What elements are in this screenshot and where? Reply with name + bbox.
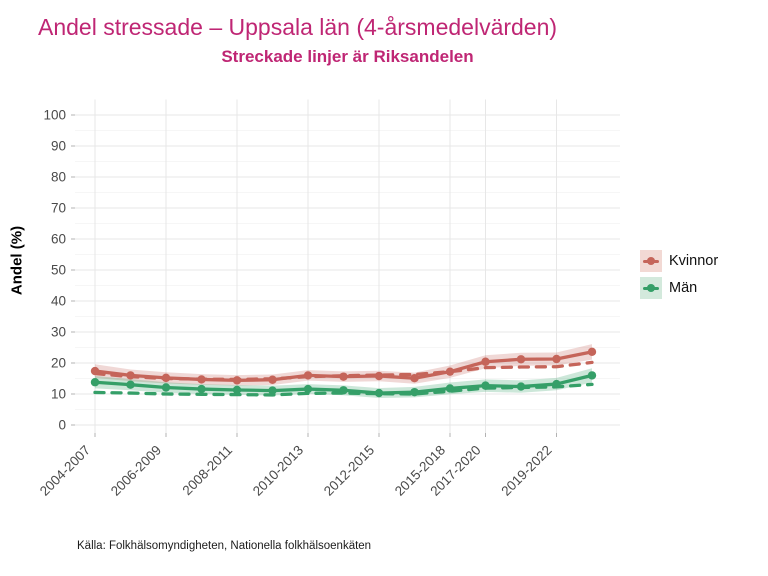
y-tick-label: 20 (51, 356, 66, 371)
y-tick-label: 80 (51, 170, 66, 185)
x-tick-label: 2006-2009 (108, 443, 164, 499)
confidence-band (95, 344, 592, 386)
man-key-dot (647, 284, 655, 292)
legend-label-man: Män (669, 280, 698, 296)
x-tick-label: 2010-2013 (250, 443, 306, 499)
data-point (552, 379, 561, 389)
data-point (481, 381, 490, 390)
data-point (481, 357, 490, 366)
y-tick-label: 100 (43, 108, 66, 123)
data-point (232, 376, 242, 385)
x-tick-label: 2004-2007 (37, 443, 93, 499)
y-tick-label: 90 (51, 139, 66, 154)
data-point (445, 367, 455, 376)
data-point (339, 386, 348, 395)
data-point (303, 371, 313, 380)
legend-item-man: Män (640, 277, 718, 299)
data-point (374, 388, 384, 398)
data-point (410, 387, 419, 397)
y-tick-label: 50 (51, 263, 66, 278)
data-point (126, 371, 135, 380)
data-point (516, 355, 526, 364)
x-tick-label: 2019-2022 (498, 443, 554, 499)
y-tick-label: 70 (51, 201, 66, 216)
data-point (232, 385, 242, 395)
y-tick-label: 10 (51, 387, 66, 402)
data-point (268, 375, 277, 384)
national-dashed-line (93, 360, 594, 382)
y-tick-label: 30 (51, 325, 66, 340)
data-point (410, 373, 419, 383)
data-point (587, 347, 597, 357)
x-tick-label: 2008-2011 (180, 443, 236, 499)
data-point (161, 383, 171, 392)
data-point (516, 382, 526, 391)
data-point (126, 380, 135, 389)
data-point (374, 371, 384, 381)
data-point (552, 354, 561, 364)
x-tick-label: 2012-2015 (321, 443, 377, 499)
data-point (303, 384, 313, 394)
legend-label-kvinnor: Kvinnor (669, 253, 719, 269)
y-tick-label: 0 (58, 418, 66, 433)
data-point (197, 384, 206, 394)
kvinnor-line-swatch-icon (640, 250, 662, 272)
data-point (339, 372, 348, 381)
y-tick-label: 60 (51, 232, 66, 247)
man-line-swatch-icon (640, 277, 662, 299)
source-caption: Källa: Folkhälsomyndigheten, Nationella … (77, 540, 372, 552)
data-point (90, 378, 100, 387)
data-point (197, 375, 206, 384)
data-point (161, 373, 171, 383)
legend-item-kvinnor: Kvinnor (640, 250, 718, 272)
data-point (268, 386, 277, 395)
legend: Kvinnor Män (640, 250, 718, 299)
data-point (90, 366, 100, 376)
chart-subtitle: Streckade linjer är Riksandelen (221, 47, 474, 66)
data-point (587, 371, 597, 380)
y-tick-label: 40 (51, 294, 66, 309)
data-point (445, 384, 455, 393)
kvinnor-key-dot (647, 257, 655, 265)
chart-title: Andel stressade – Uppsala län (4-årsmede… (38, 14, 558, 40)
